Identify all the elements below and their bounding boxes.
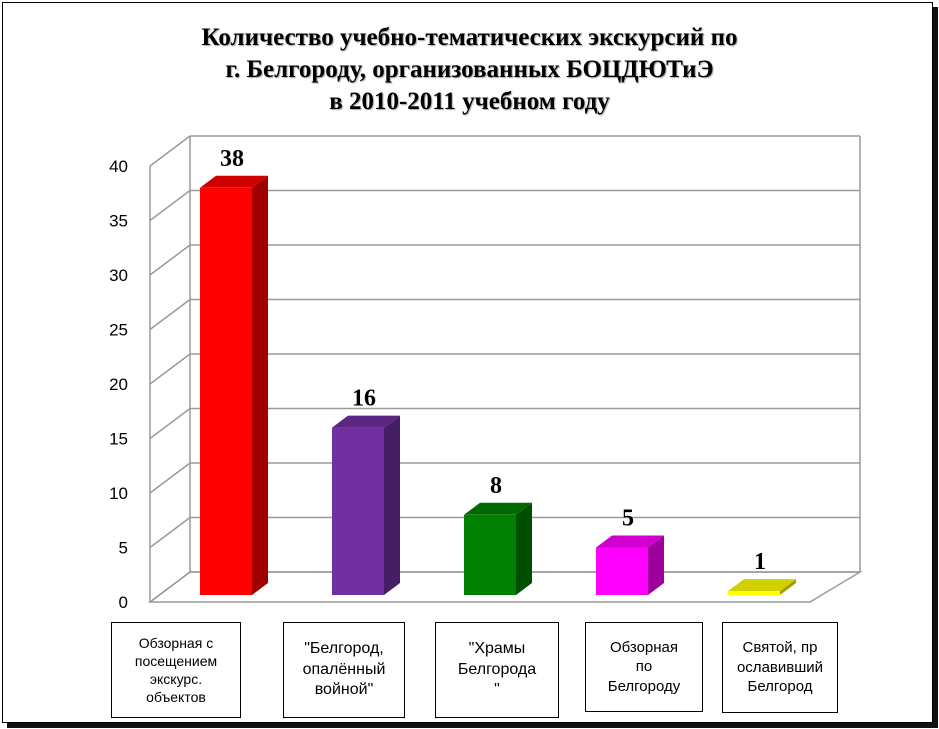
x-category-label-line: войной" [314, 681, 374, 699]
bar-top [200, 175, 268, 188]
y-tick-label: 10 [109, 484, 128, 503]
side-gridline [149, 462, 191, 494]
data-label: 5 [622, 506, 634, 532]
x-category-label-line: Белгород [747, 678, 813, 696]
y-tick-label: 5 [119, 539, 128, 558]
bar-top [596, 535, 664, 548]
bar-top [332, 415, 400, 428]
bar-side [384, 415, 400, 595]
data-label: 16 [352, 386, 376, 412]
x-category-label: "Белгород, опалённый войной" [283, 622, 405, 718]
bar [464, 514, 516, 595]
side-gridline [149, 353, 191, 385]
chart-title-line-1: Количество учебно-тематических экскурсий… [201, 24, 738, 51]
x-category-label-line: по [635, 658, 653, 676]
data-label: 8 [490, 473, 502, 499]
x-category-label: "Храмы Белгорода " [435, 622, 559, 718]
side-gridline [149, 244, 191, 276]
bar-top [464, 502, 532, 515]
chart-title-line-2: г. Белгороду, организованных БОЦДЮТиЭ [225, 56, 714, 83]
y-tick-label: 20 [109, 375, 128, 394]
x-category-label-line: ославивший [736, 658, 824, 676]
y-tick-label: 30 [109, 266, 128, 285]
side-gridline [149, 135, 191, 167]
bar-top [728, 579, 796, 592]
side-gridline [149, 516, 191, 549]
y-tick-label: 0 [119, 593, 128, 612]
x-category-label: Обзорная по Белгороду [585, 622, 703, 712]
x-category-label-line: Обзорная с [138, 634, 214, 651]
bar-side [780, 579, 796, 595]
side-gridline [149, 298, 191, 331]
chart-floor [147, 571, 863, 603]
y-tick-label: 15 [109, 430, 128, 449]
x-category-label-line: экскурс. [149, 671, 203, 687]
bar [596, 547, 648, 595]
bar [728, 591, 780, 595]
x-category-label-line: Белгороду [607, 677, 681, 695]
bar-side [252, 175, 268, 596]
y-tick-label: 40 [109, 157, 128, 176]
data-label: 38 [220, 146, 244, 172]
x-category-label-line: " [494, 681, 500, 699]
chart-title-line-3: в 2010-2011 учебном году [329, 88, 610, 115]
y-tick-label: 25 [109, 321, 128, 340]
x-category-label-line: опалённый [302, 660, 386, 678]
x-category-label-line: Обзорная [609, 638, 679, 656]
chart-title: Количество учебно-тематических экскурсий… [0, 22, 939, 118]
bar-side [648, 535, 664, 595]
x-category-label: Святой, пр ославивший Белгород [722, 622, 838, 713]
x-category-label-line: Белгорода [457, 660, 537, 678]
x-category-label-line: объектов [146, 689, 206, 706]
bar-side [516, 502, 532, 595]
bar [332, 427, 384, 595]
x-category-label-line: Святой, пр [742, 639, 818, 657]
side-gridline [149, 407, 191, 440]
x-category-label-line: "Белгород, [304, 639, 384, 657]
x-category-label-line: посещением [134, 652, 218, 669]
bar [200, 187, 252, 596]
side-gridline [149, 189, 191, 222]
x-category-label-line: "Храмы [468, 639, 526, 657]
y-tick-label: 35 [109, 212, 128, 231]
x-category-label: Обзорная с посещением экскурс. объектов [111, 622, 241, 718]
data-label: 1 [754, 549, 766, 575]
